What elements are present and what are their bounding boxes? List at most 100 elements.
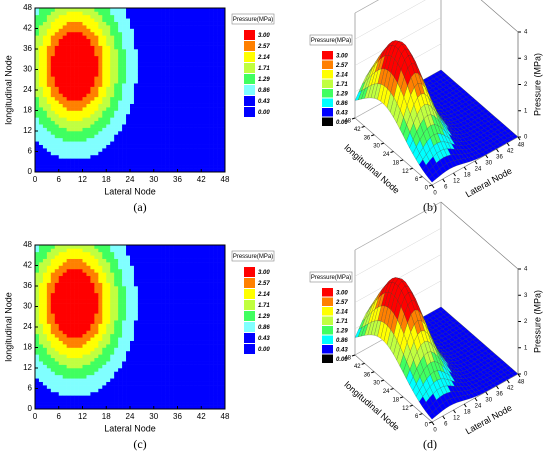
contour-cell — [153, 292, 159, 297]
contour-cell — [169, 90, 174, 94]
contour-cell — [181, 154, 186, 159]
contour-cell — [118, 154, 123, 159]
contour-cell — [122, 38, 127, 43]
legend-label: 3.00 — [258, 33, 270, 39]
contour-cell — [193, 333, 198, 338]
contour-cell — [66, 93, 71, 98]
contour-cell — [165, 28, 170, 33]
contour-cell — [70, 137, 75, 142]
contour-cell — [42, 21, 48, 26]
contour-cell — [50, 381, 56, 386]
contour-cell — [122, 62, 127, 67]
contour-cell — [181, 279, 186, 283]
contour-cell — [141, 31, 147, 36]
contour-cell — [114, 137, 119, 142]
contour-cell — [173, 11, 178, 16]
contour-cell — [193, 59, 198, 63]
contour-cell — [153, 45, 159, 50]
contour-cell — [46, 31, 52, 36]
contour-cell — [153, 144, 159, 149]
contour-cell — [38, 83, 44, 87]
contour-cell — [126, 18, 131, 22]
contour-cell — [133, 357, 139, 362]
contour-cell — [126, 357, 131, 362]
contour-cell — [137, 76, 143, 81]
contour-cell — [189, 316, 194, 321]
contour-cell — [122, 309, 127, 314]
contour-cell — [173, 323, 178, 328]
contour-cell — [137, 62, 143, 67]
contour-cell — [193, 69, 198, 74]
contour-cell — [185, 398, 190, 403]
contour-cell — [102, 137, 107, 142]
contour-cell — [181, 11, 186, 16]
contour-cell — [209, 42, 214, 46]
contour-cell — [169, 333, 174, 338]
contour-cell — [35, 296, 40, 300]
contour-cell — [106, 395, 111, 400]
contour-cell — [157, 21, 162, 26]
contour-cell — [122, 248, 127, 253]
contour-cell — [114, 381, 119, 386]
contour-cell — [78, 275, 83, 280]
contour-cell — [38, 158, 44, 163]
contour-cell — [149, 289, 155, 294]
contour-cell — [110, 286, 115, 290]
contour-cell — [197, 11, 202, 16]
contour-cell — [209, 11, 214, 16]
contour-cell — [58, 107, 64, 111]
contour-cell — [126, 154, 131, 159]
contour-cell — [137, 258, 143, 263]
contour-cell — [145, 303, 151, 307]
contour-cell — [217, 21, 222, 26]
contour-cell — [153, 361, 159, 365]
contour-cell — [35, 18, 40, 22]
contour-cell — [118, 25, 123, 29]
contour-cell — [46, 11, 52, 16]
contour-cell — [70, 309, 75, 314]
contour-cell — [137, 391, 143, 396]
contour-cell — [50, 292, 56, 297]
contour-cell — [185, 344, 190, 348]
contour-cell — [122, 110, 127, 115]
contour-cell — [185, 313, 190, 318]
contour-cell — [205, 165, 210, 169]
contour-cell — [169, 330, 174, 335]
contour-cell — [118, 340, 123, 345]
contour-cell — [70, 93, 75, 98]
contour-cell — [193, 148, 198, 152]
contour-cell — [141, 258, 147, 263]
contour-cell — [201, 62, 206, 67]
contour-cell — [114, 18, 119, 22]
contour-cell — [130, 378, 135, 382]
contour-cell — [153, 381, 159, 386]
contour-cell — [161, 72, 166, 77]
contour-cell — [102, 268, 107, 273]
contour-cell — [130, 14, 135, 19]
contour-cell — [145, 333, 151, 338]
contour-cell — [141, 79, 147, 84]
contour-cell — [118, 35, 123, 40]
contour-cell — [98, 316, 103, 321]
contour-cell — [122, 134, 127, 139]
contour-cell — [209, 62, 214, 67]
contour-cell — [137, 134, 143, 139]
contour-cell — [62, 86, 67, 91]
contour-cell — [42, 299, 48, 304]
contour-cell — [177, 124, 182, 128]
contour-cell — [42, 11, 48, 16]
contour-cell — [82, 90, 87, 94]
contour-cell — [50, 303, 56, 307]
contour-cell — [149, 42, 155, 46]
contour-cell — [165, 127, 170, 132]
contour-cell — [189, 107, 194, 111]
contour-cell — [145, 371, 151, 376]
contour-cell — [185, 333, 190, 338]
contour-cell — [213, 86, 218, 91]
contour-cell — [38, 262, 44, 266]
contour-cell — [217, 144, 222, 149]
contour-cell — [149, 62, 155, 67]
contour-cell — [193, 350, 198, 355]
contour-cell — [137, 72, 143, 77]
